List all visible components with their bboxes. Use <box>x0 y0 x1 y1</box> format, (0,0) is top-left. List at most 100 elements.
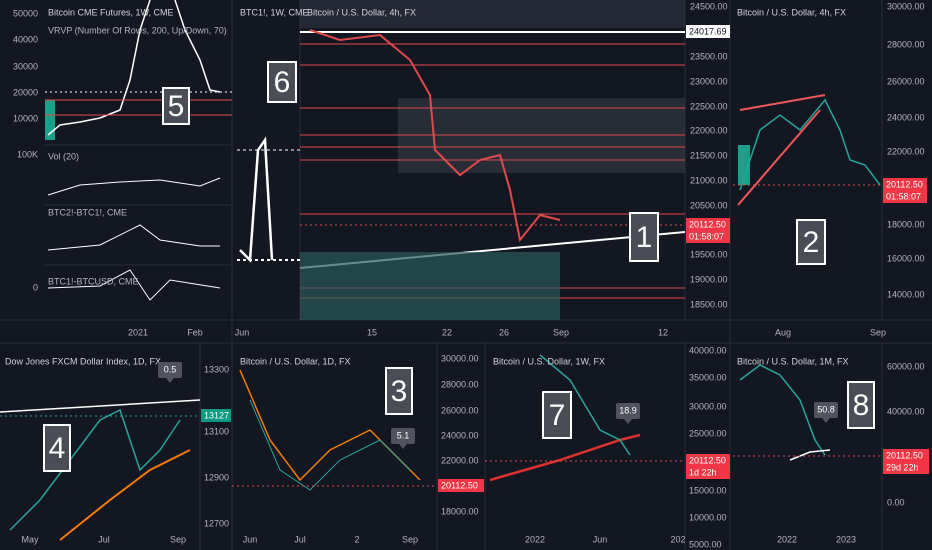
badge-number: 8 <box>853 389 870 422</box>
badge-box <box>385 367 413 415</box>
y-tick-label: 0 <box>33 282 38 292</box>
y-tick-label: 100K <box>17 149 38 159</box>
y-tick-label: 30000.00 <box>887 1 925 11</box>
price-tag: 20112.50 <box>886 179 923 189</box>
x-tick-label: Sep <box>553 327 569 337</box>
panel-title: Dow Jones FXCM Dollar Index, 1D, FX <box>5 356 161 366</box>
value-box <box>616 403 640 419</box>
decorations <box>0 0 882 541</box>
badge-number: 6 <box>274 66 291 99</box>
value-box-pointer <box>166 378 174 383</box>
y-tick-label: 18000.00 <box>441 506 479 516</box>
x-tick-label: Jul <box>98 534 110 544</box>
price-tag-bg <box>686 466 730 479</box>
y-tick-label: 10000.00 <box>689 512 727 522</box>
y-tick-label: 60000.00 <box>887 361 925 371</box>
y-tick-label: 16000.00 <box>887 253 925 263</box>
x-tick-label: 2022 <box>777 534 797 544</box>
y-tick-label: 24500.00 <box>690 1 728 11</box>
price-tag: 29d 22h <box>886 462 919 472</box>
y-tick-label: 18000.00 <box>887 219 925 229</box>
x-tick-label: Jul <box>294 534 306 544</box>
price-tag: 1d 22h <box>689 467 717 477</box>
value-box-label: 5.1 <box>397 430 410 440</box>
y-tick-label: 10000 <box>13 113 38 123</box>
y-tick-label: 40000.00 <box>689 345 727 355</box>
y-tick-label: 40000.00 <box>887 406 925 416</box>
badge-box <box>629 212 659 262</box>
y-tick-label: 14000.00 <box>887 289 925 299</box>
y-tick-label: 22000.00 <box>690 125 728 135</box>
value-box-label: 50.8 <box>817 404 835 414</box>
x-tick-label: Jun <box>235 327 250 337</box>
x-tick-label: Feb <box>187 327 203 337</box>
y-tick-label: 5000.00 <box>689 539 722 549</box>
value-box <box>158 362 182 378</box>
x-tick-label: 2021 <box>128 327 148 337</box>
price-tag: 24017.69 <box>689 26 727 36</box>
price-tag-bg <box>883 190 927 203</box>
value-box <box>391 428 415 444</box>
panel-title: Bitcoin / U.S. Dollar, 4h, FX <box>737 7 846 17</box>
price-tag-bg <box>686 230 730 243</box>
price-tag-bg <box>686 454 730 467</box>
price-tag: 20112.50 <box>886 450 923 460</box>
badge-box <box>162 87 190 125</box>
x-tick-label: Aug <box>775 327 791 337</box>
x-tick-label: 15 <box>367 327 377 337</box>
pane-title: BTC1!-BTCUSD, CME <box>48 276 139 286</box>
x-tick-label: 2022 <box>525 534 545 544</box>
x-tick-label: 12 <box>658 327 668 337</box>
y-tick-label: 24000.00 <box>441 430 479 440</box>
y-tick-label: 19000.00 <box>690 274 728 284</box>
x-tick-label: 2 <box>354 534 359 544</box>
value-box-pointer <box>624 419 632 424</box>
y-tick-label: 50000 <box>13 8 38 18</box>
badge-number: 5 <box>168 90 185 123</box>
y-tick-label: 20000 <box>13 87 38 97</box>
value-box-label: 18.9 <box>619 405 637 415</box>
indicator-label: VRVP (Number Of Rows, 200, Up/Down, 70) <box>48 25 227 35</box>
y-tick-label: 13300 <box>204 364 229 374</box>
pane-title: Vol (20) <box>48 151 79 161</box>
price-tag-bg <box>438 479 484 492</box>
y-tick-label: 12700 <box>204 518 229 528</box>
y-tick-label: 28000.00 <box>887 39 925 49</box>
price-tag-bg <box>883 178 927 191</box>
y-tick-label: 30000.00 <box>441 353 479 363</box>
x-tick-label: 202 <box>670 534 685 544</box>
y-tick-label: 30000 <box>13 61 38 71</box>
price-tag-bg <box>686 218 730 231</box>
y-tick-label: 26000.00 <box>887 76 925 86</box>
pane-title: BTC2!-BTC1!, CME <box>48 207 127 217</box>
panel-title: Bitcoin / U.S. Dollar, 1W, FX <box>493 356 605 366</box>
y-tick-label: 26000.00 <box>441 405 479 415</box>
x-tick-label: 2023 <box>836 534 856 544</box>
price-tag: 01:58:07 <box>689 231 724 241</box>
y-tick-label: 22000.00 <box>441 455 479 465</box>
panel-title: Bitcoin / U.S. Dollar, 1D, FX <box>240 356 351 366</box>
y-tick-label: 12900 <box>204 472 229 482</box>
price-tag: 01:58:07 <box>886 191 921 201</box>
badge-number: 3 <box>391 375 408 408</box>
y-tick-label: 40000 <box>13 34 38 44</box>
y-tick-label: 20500.00 <box>690 200 728 210</box>
x-tick-label: Sep <box>170 534 186 544</box>
x-tick-label: 26 <box>499 327 509 337</box>
y-tick-label: 35000.00 <box>689 372 727 382</box>
price-tag: 20112.50 <box>689 219 726 229</box>
badge-box <box>847 381 875 429</box>
y-tick-label: 13100 <box>204 426 229 436</box>
badge-number: 2 <box>803 226 820 259</box>
price-tag-bg <box>201 409 231 422</box>
y-tick-label: 0.00 <box>887 497 905 507</box>
y-tick-label: 28000.00 <box>441 379 479 389</box>
badge-box <box>796 219 826 265</box>
y-tick-label: 22500.00 <box>690 101 728 111</box>
panel-title: Bitcoin CME Futures, 1W, CME <box>48 7 174 17</box>
y-tick-label: 22000.00 <box>887 146 925 156</box>
y-tick-label: 15000.00 <box>689 485 727 495</box>
badge-box <box>43 424 71 472</box>
price-tag-bg <box>883 449 929 462</box>
